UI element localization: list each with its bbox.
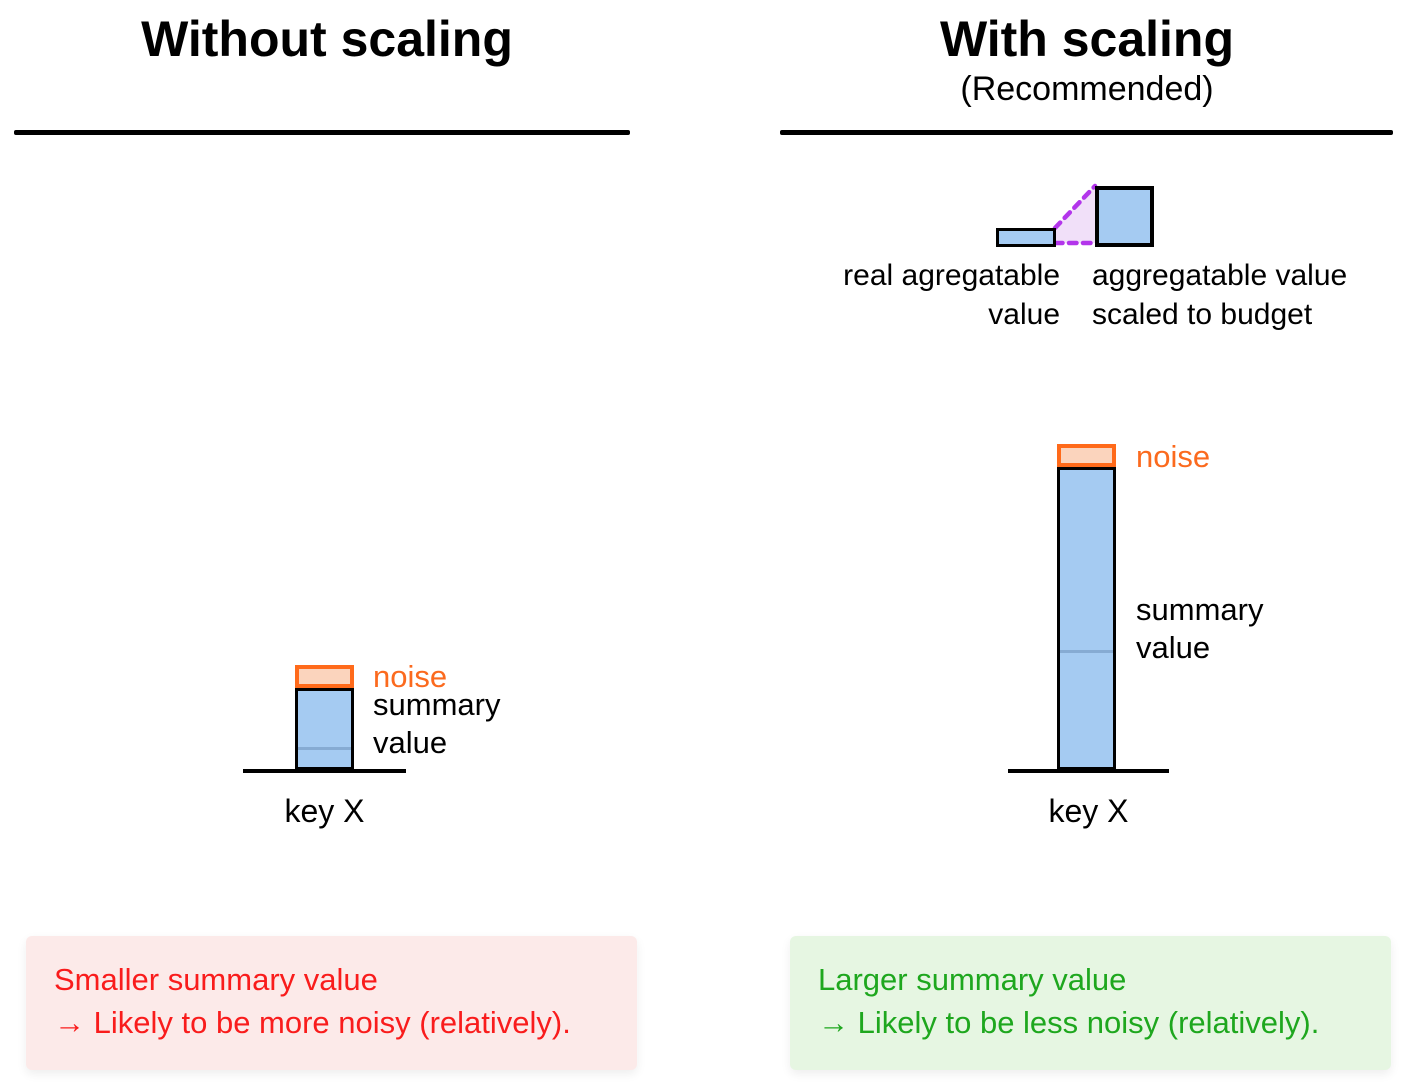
right-callout-line2: → Likely to be less noisy (relatively). bbox=[818, 1005, 1320, 1040]
scaled-aggregatable-value-label-line2: scaled to budget bbox=[1092, 298, 1313, 331]
left-callout-line2: → Likely to be more noisy (relatively). bbox=[54, 1005, 571, 1040]
left-axis-line bbox=[243, 769, 406, 773]
right-axis-key-label: key X bbox=[1048, 793, 1129, 829]
left-summary-value-bar bbox=[295, 688, 354, 770]
right-bar-real-value-divider bbox=[1060, 650, 1113, 653]
left-callout-box: Smaller summary value → Likely to be mor… bbox=[26, 936, 637, 1070]
left-panel-divider-rule bbox=[14, 130, 630, 135]
right-panel-subtitle: (Recommended) bbox=[960, 70, 1214, 108]
right-callout-box: Larger summary value → Likely to be less… bbox=[790, 936, 1391, 1070]
scaled-aggregatable-value-label-line1: aggregatable value bbox=[1092, 259, 1348, 292]
left-noise-label: noise bbox=[373, 659, 448, 694]
left-bar-real-value-divider bbox=[298, 747, 351, 750]
right-panel-title: With scaling bbox=[939, 11, 1235, 67]
right-axis-line bbox=[1008, 769, 1169, 773]
real-aggregatable-value-label: real agregatable value bbox=[800, 256, 1060, 334]
scaled-aggregatable-value-square bbox=[1095, 186, 1154, 247]
left-callout-line1: Smaller summary value bbox=[54, 962, 378, 997]
scaling-trapezoid bbox=[1052, 183, 1098, 246]
left-panel-title: Without scaling bbox=[141, 11, 513, 67]
right-callout-line1: Larger summary value bbox=[818, 962, 1127, 997]
real-aggregatable-value-bar bbox=[996, 228, 1056, 247]
right-noise-label: noise bbox=[1136, 439, 1211, 474]
left-noise-cap-bar bbox=[295, 665, 354, 688]
left-axis-key-label: key X bbox=[284, 793, 365, 829]
real-aggregatable-value-label-line2: value bbox=[988, 298, 1060, 331]
right-noise-cap-bar bbox=[1057, 444, 1116, 467]
left-summary-label-line1: summary bbox=[373, 687, 501, 722]
scaled-aggregatable-value-label: aggregatable value scaled to budget bbox=[1092, 256, 1402, 334]
right-panel-divider-rule bbox=[780, 130, 1393, 135]
right-summary-label-line2: value bbox=[1136, 630, 1211, 665]
real-aggregatable-value-label-line1: real agregatable bbox=[843, 259, 1060, 292]
left-summary-label-line2: value bbox=[373, 725, 448, 760]
right-summary-label-line1: summary bbox=[1136, 592, 1264, 627]
right-summary-value-bar bbox=[1057, 467, 1116, 770]
